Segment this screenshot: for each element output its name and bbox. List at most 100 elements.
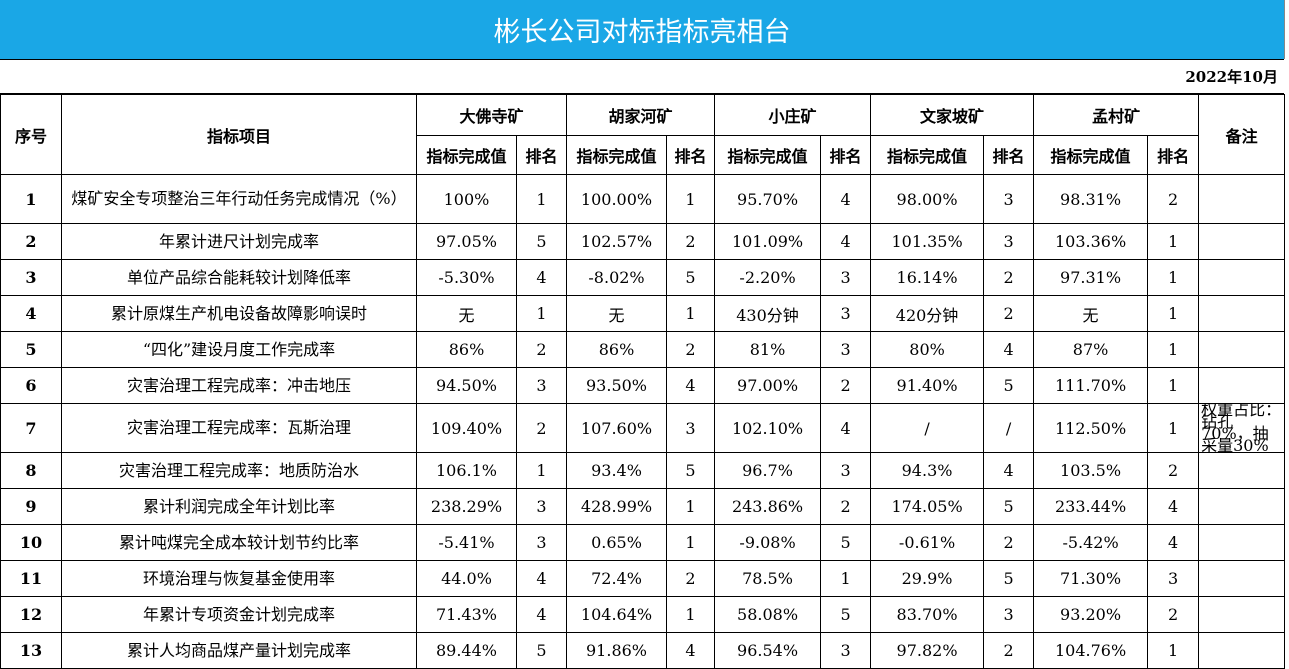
note-cell[interactable]: 权重占比：钻孔70%，抽采量30% — [1198, 403, 1286, 453]
indicator-item-cell[interactable]: “四化”建设月度工作完成率 — [61, 331, 417, 368]
completion-value-cell[interactable]: 72.4% — [566, 560, 668, 597]
header-note[interactable]: 备注 — [1198, 94, 1286, 175]
rank-cell[interactable]: 5 — [515, 223, 568, 260]
rank-cell[interactable]: 3 — [1147, 560, 1200, 597]
rank-cell[interactable]: 3 — [820, 452, 872, 489]
completion-value-cell[interactable]: 86% — [566, 331, 668, 368]
note-cell[interactable] — [1198, 488, 1286, 525]
rank-cell[interactable]: / — [983, 403, 1035, 453]
note-cell[interactable] — [1198, 632, 1286, 669]
completion-value-cell[interactable]: 95.70% — [714, 174, 822, 224]
subheader-rank[interactable]: 排名 — [983, 135, 1035, 175]
note-cell[interactable] — [1198, 259, 1286, 296]
rank-cell[interactable]: 1 — [666, 174, 716, 224]
subheader-value[interactable]: 指标完成值 — [416, 135, 517, 175]
subheader-value[interactable]: 指标完成值 — [566, 135, 668, 175]
rank-cell[interactable]: 4 — [820, 403, 872, 453]
completion-value-cell[interactable]: 83.70% — [870, 596, 985, 633]
row-index-cell[interactable]: 1 — [0, 174, 62, 224]
rank-cell[interactable]: 2 — [983, 632, 1035, 669]
rank-cell[interactable]: 2 — [820, 367, 872, 404]
indicator-item-cell[interactable]: 灾害治理工程完成率：瓦斯治理 — [61, 403, 417, 453]
completion-value-cell[interactable]: 94.3% — [870, 452, 985, 489]
header-mine-xiaozhuang[interactable]: 小庄矿 — [714, 94, 872, 136]
rank-cell[interactable]: 2 — [666, 560, 716, 597]
completion-value-cell[interactable]: 428.99% — [566, 488, 668, 525]
indicator-item-cell[interactable]: 累计利润完成全年计划比率 — [61, 488, 417, 525]
completion-value-cell[interactable]: 89.44% — [416, 632, 517, 669]
completion-value-cell[interactable]: 16.14% — [870, 259, 985, 296]
completion-value-cell[interactable]: 93.20% — [1033, 596, 1149, 633]
completion-value-cell[interactable]: 100% — [416, 174, 517, 224]
completion-value-cell[interactable]: / — [870, 403, 985, 453]
completion-value-cell[interactable]: 102.57% — [566, 223, 668, 260]
rank-cell[interactable]: 2 — [666, 223, 716, 260]
rank-cell[interactable]: 1 — [1147, 367, 1200, 404]
row-index-cell[interactable]: 12 — [0, 596, 62, 633]
completion-value-cell[interactable]: 44.0% — [416, 560, 517, 597]
rank-cell[interactable]: 3 — [820, 295, 872, 332]
completion-value-cell[interactable]: 93.50% — [566, 367, 668, 404]
header-item[interactable]: 指标项目 — [61, 94, 417, 175]
note-cell[interactable] — [1198, 295, 1286, 332]
rank-cell[interactable]: 1 — [1147, 331, 1200, 368]
rank-cell[interactable]: 5 — [983, 367, 1035, 404]
completion-value-cell[interactable]: 238.29% — [416, 488, 517, 525]
rank-cell[interactable]: 1 — [1147, 632, 1200, 669]
rank-cell[interactable]: 4 — [666, 632, 716, 669]
rank-cell[interactable]: 2 — [820, 488, 872, 525]
completion-value-cell[interactable]: 无 — [566, 295, 668, 332]
header-mine-mengcun[interactable]: 孟村矿 — [1033, 94, 1200, 136]
completion-value-cell[interactable]: 101.09% — [714, 223, 822, 260]
completion-value-cell[interactable]: 78.5% — [714, 560, 822, 597]
note-cell[interactable] — [1198, 560, 1286, 597]
completion-value-cell[interactable]: -5.30% — [416, 259, 517, 296]
completion-value-cell[interactable]: -2.20% — [714, 259, 822, 296]
row-index-cell[interactable]: 6 — [0, 367, 62, 404]
completion-value-cell[interactable]: 111.70% — [1033, 367, 1149, 404]
completion-value-cell[interactable]: 81% — [714, 331, 822, 368]
completion-value-cell[interactable]: 71.30% — [1033, 560, 1149, 597]
completion-value-cell[interactable]: 98.00% — [870, 174, 985, 224]
completion-value-cell[interactable]: 96.54% — [714, 632, 822, 669]
completion-value-cell[interactable]: 106.1% — [416, 452, 517, 489]
completion-value-cell[interactable]: 无 — [416, 295, 517, 332]
rank-cell[interactable]: 2 — [1147, 174, 1200, 224]
rank-cell[interactable]: 3 — [515, 524, 568, 561]
rank-cell[interactable]: 5 — [983, 560, 1035, 597]
subheader-rank[interactable]: 排名 — [666, 135, 716, 175]
rank-cell[interactable]: 1 — [515, 452, 568, 489]
rank-cell[interactable]: 3 — [820, 331, 872, 368]
rank-cell[interactable]: 1 — [1147, 223, 1200, 260]
completion-value-cell[interactable]: 107.60% — [566, 403, 668, 453]
completion-value-cell[interactable]: -5.41% — [416, 524, 517, 561]
row-index-cell[interactable]: 9 — [0, 488, 62, 525]
rank-cell[interactable]: 5 — [820, 524, 872, 561]
rank-cell[interactable]: 5 — [515, 632, 568, 669]
indicator-item-cell[interactable]: 煤矿安全专项整治三年行动任务完成情况（%） — [61, 174, 417, 224]
completion-value-cell[interactable]: -8.02% — [566, 259, 668, 296]
rank-cell[interactable]: 2 — [515, 403, 568, 453]
rank-cell[interactable]: 3 — [983, 223, 1035, 260]
rank-cell[interactable]: 3 — [983, 596, 1035, 633]
header-mine-wenjiapo[interactable]: 文家坡矿 — [870, 94, 1035, 136]
row-index-cell[interactable]: 10 — [0, 524, 62, 561]
completion-value-cell[interactable]: 93.4% — [566, 452, 668, 489]
rank-cell[interactable]: 1 — [666, 295, 716, 332]
completion-value-cell[interactable]: 98.31% — [1033, 174, 1149, 224]
indicator-item-cell[interactable]: 灾害治理工程完成率：地质防治水 — [61, 452, 417, 489]
rank-cell[interactable]: 4 — [983, 452, 1035, 489]
rank-cell[interactable]: 2 — [1147, 596, 1200, 633]
subheader-rank[interactable]: 排名 — [820, 135, 872, 175]
completion-value-cell[interactable]: 91.40% — [870, 367, 985, 404]
header-mine-hujiahe[interactable]: 胡家河矿 — [566, 94, 716, 136]
rank-cell[interactable]: 4 — [1147, 488, 1200, 525]
subheader-rank[interactable]: 排名 — [1147, 135, 1200, 175]
completion-value-cell[interactable]: 112.50% — [1033, 403, 1149, 453]
note-cell[interactable] — [1198, 596, 1286, 633]
completion-value-cell[interactable]: 91.86% — [566, 632, 668, 669]
rank-cell[interactable]: 4 — [983, 331, 1035, 368]
indicator-item-cell[interactable]: 累计原煤生产机电设备故障影响误时 — [61, 295, 417, 332]
indicator-item-cell[interactable]: 年累计专项资金计划完成率 — [61, 596, 417, 633]
rank-cell[interactable]: 1 — [820, 560, 872, 597]
